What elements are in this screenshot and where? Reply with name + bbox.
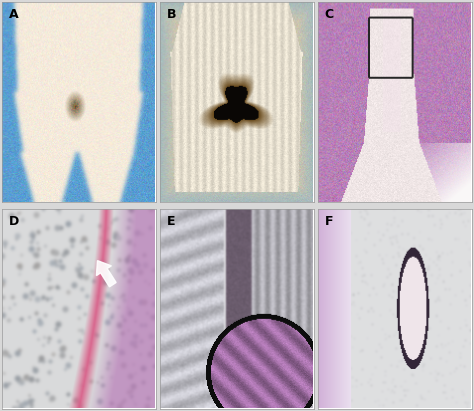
FancyArrow shape	[96, 261, 116, 287]
Text: A: A	[9, 8, 18, 21]
Text: F: F	[324, 215, 333, 228]
Text: E: E	[166, 215, 175, 228]
Text: C: C	[324, 8, 334, 21]
Text: B: B	[166, 8, 176, 21]
Text: D: D	[9, 215, 19, 228]
